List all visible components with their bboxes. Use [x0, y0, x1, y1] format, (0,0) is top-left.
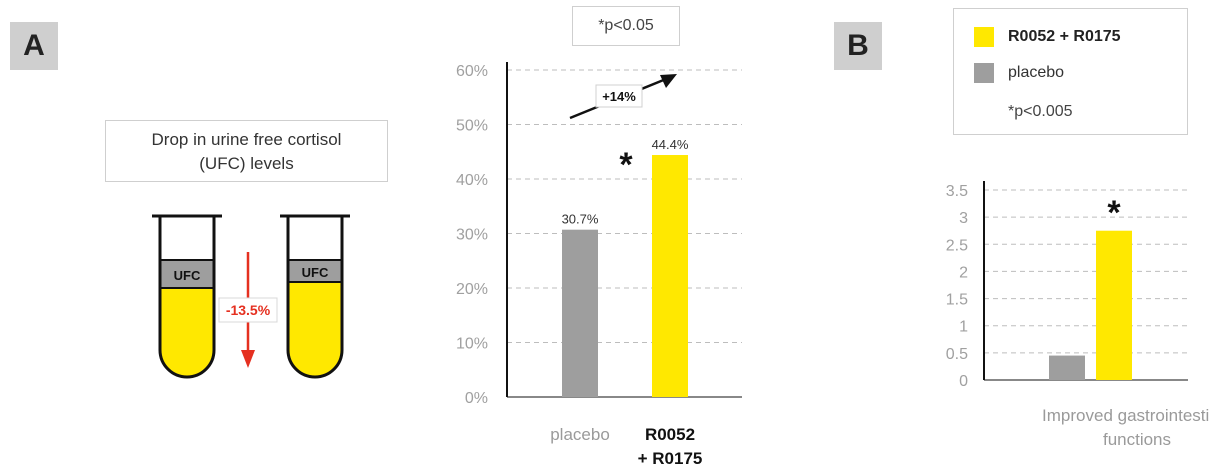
ufc-caption-line1: Drop in urine free cortisol: [151, 130, 342, 149]
y-tick-label: 1.5: [946, 292, 968, 309]
y-tick-label: 30%: [456, 227, 488, 244]
bar: [1049, 355, 1085, 380]
legend-pvalue: *p<0.005: [1008, 103, 1073, 120]
y-tick-label: 3.5: [946, 183, 968, 200]
legend-item-placebo: placebo: [974, 63, 1064, 83]
chart1-title: *p<0.05: [598, 17, 654, 34]
right-test-tube: UFC: [280, 214, 350, 379]
bar: [652, 155, 688, 397]
y-tick-label: 10%: [456, 336, 488, 353]
panel-a-label: A: [10, 22, 58, 70]
legend-swatch-grey: [974, 63, 994, 83]
x-category-label: + R0175: [638, 449, 703, 468]
x-category-label: R0052: [645, 425, 695, 444]
y-tick-label: 0%: [465, 390, 488, 407]
drop-arrow: -13.5%: [218, 252, 278, 368]
x-axis-label: Improved gastrointestinal: [1042, 406, 1210, 425]
panel-b-label: B: [834, 22, 882, 70]
y-tick-label: 0.5: [946, 346, 968, 363]
significance-star: *: [619, 146, 633, 184]
y-tick-label: 50%: [456, 118, 488, 135]
bar: [1096, 230, 1132, 380]
cortisol-bar-chart: 0% 10% 20% 30% 40% 50% 60% 30.7% 44.4% placebo R00…: [456, 62, 742, 468]
y-tick-label: 3: [959, 210, 968, 227]
significance-star: *: [1107, 194, 1121, 232]
increase-label: +14%: [602, 89, 636, 104]
legend-label-r0052: R0052 + R0175: [1008, 28, 1121, 45]
bar-value-label: 44.4%: [652, 137, 689, 152]
y-tick-label: 2.5: [946, 237, 968, 254]
bar-value-label: 30.7%: [562, 212, 599, 227]
left-test-tube: UFC: [152, 214, 222, 379]
x-axis-label: functions: [1103, 430, 1171, 449]
bar: [562, 229, 598, 397]
left-tube-ufc-label: UFC: [174, 268, 201, 283]
chart1-title-box: *p<0.05: [572, 6, 680, 46]
ufc-caption-line2: (UFC) levels: [199, 154, 294, 173]
y-tick-label: 1: [959, 319, 968, 336]
legend-box: R0052 + R0175 placebo *p<0.005: [953, 8, 1188, 135]
test-tubes-illustration: UFC UFC -13.5%: [152, 214, 350, 379]
y-tick-label: 2: [959, 264, 968, 281]
drop-percent-label: -13.5%: [226, 302, 271, 318]
y-tick-label: 0: [959, 373, 968, 390]
increase-arrow-head: [660, 74, 677, 88]
gastro-bar-chart: 0 0.5 1 1.5 2 2.5 3 3.5 * Improved gastrointestin…: [946, 181, 1210, 449]
legend-swatch-yellow: [974, 27, 994, 47]
y-tick-label: 40%: [456, 172, 488, 189]
legend-item-r0052: R0052 + R0175: [974, 27, 1121, 47]
ufc-caption-box: Drop in urine free cortisol (UFC) levels: [105, 120, 388, 182]
legend-label-placebo: placebo: [1008, 64, 1065, 81]
y-tick-label: 60%: [456, 63, 488, 80]
right-tube-ufc-label: UFC: [302, 265, 329, 280]
increase-label-box: [595, 84, 643, 108]
x-category-label: placebo: [550, 425, 610, 444]
y-tick-label: 20%: [456, 281, 488, 298]
